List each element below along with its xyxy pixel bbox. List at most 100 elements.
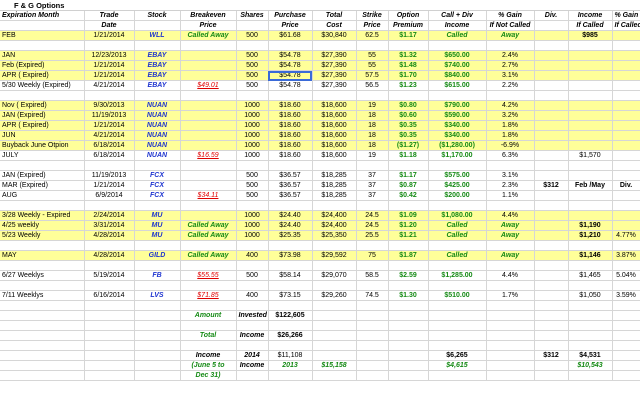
table-cell[interactable] (0, 320, 85, 331)
table-cell[interactable] (534, 340, 569, 351)
table-cell[interactable]: 37 (356, 190, 389, 201)
table-cell[interactable] (134, 300, 181, 311)
table-cell[interactable]: $510.00 (428, 290, 487, 301)
table-cell[interactable]: $1,465 (568, 270, 613, 281)
table-cell[interactable]: $54.78 (268, 70, 313, 81)
table-cell[interactable] (568, 40, 613, 51)
table-cell[interactable] (312, 280, 357, 291)
table-cell[interactable] (312, 350, 357, 361)
table-cell[interactable] (84, 200, 135, 211)
table-cell[interactable] (388, 340, 429, 351)
table-cell[interactable] (134, 240, 181, 251)
table-cell[interactable]: $18.60 (268, 150, 313, 161)
table-cell[interactable] (312, 240, 357, 251)
table-cell[interactable] (84, 280, 135, 291)
table-cell[interactable] (356, 260, 389, 271)
header-cell[interactable]: Strike (356, 11, 389, 21)
table-cell[interactable] (612, 350, 640, 361)
table-cell[interactable]: $26,266 (268, 330, 313, 341)
table-cell[interactable] (0, 160, 85, 171)
header-cell[interactable]: If Called (612, 20, 640, 31)
table-cell[interactable]: 5.04% (612, 270, 640, 281)
table-cell[interactable] (428, 310, 487, 321)
table-cell[interactable]: 2.2% (486, 80, 535, 91)
table-cell[interactable] (428, 330, 487, 341)
table-cell[interactable] (268, 200, 313, 211)
table-cell[interactable] (486, 200, 535, 211)
table-cell[interactable]: $27,390 (312, 60, 357, 71)
table-cell[interactable] (486, 370, 535, 381)
table-cell[interactable]: $575.00 (428, 170, 487, 181)
table-cell[interactable]: Invested (236, 310, 269, 321)
table-cell[interactable] (534, 310, 569, 321)
table-cell[interactable]: $1,050 (568, 290, 613, 301)
table-cell[interactable]: $73.15 (268, 290, 313, 301)
table-cell[interactable] (612, 170, 640, 181)
table-cell[interactable] (534, 70, 569, 81)
table-cell[interactable] (568, 90, 613, 101)
table-cell[interactable] (356, 90, 389, 101)
table-cell[interactable] (612, 210, 640, 221)
table-cell[interactable] (180, 40, 237, 51)
table-cell[interactable] (180, 180, 237, 191)
table-cell[interactable]: $18,600 (312, 110, 357, 121)
table-cell[interactable]: $16.59 (180, 150, 237, 161)
table-cell[interactable] (428, 370, 487, 381)
table-cell[interactable] (568, 110, 613, 121)
header-cell[interactable]: Div. (534, 11, 569, 21)
table-cell[interactable] (388, 40, 429, 51)
table-cell[interactable]: $18.60 (268, 110, 313, 121)
table-cell[interactable] (134, 320, 181, 331)
table-cell[interactable]: 3/31/2014 (84, 220, 135, 231)
table-cell[interactable] (568, 320, 613, 331)
table-cell[interactable]: Income (236, 360, 269, 371)
table-cell[interactable] (356, 310, 389, 321)
table-cell[interactable]: $1,190 (568, 220, 613, 231)
table-cell[interactable] (534, 280, 569, 291)
table-cell[interactable]: 4.4% (486, 270, 535, 281)
table-cell[interactable] (568, 60, 613, 71)
table-cell[interactable]: $24.40 (268, 210, 313, 221)
table-cell[interactable]: $30,840 (312, 30, 357, 41)
table-cell[interactable] (568, 160, 613, 171)
table-cell[interactable]: 3.1% (486, 70, 535, 81)
table-cell[interactable]: $985 (568, 30, 613, 41)
table-cell[interactable] (428, 340, 487, 351)
table-cell[interactable] (236, 370, 269, 381)
table-cell[interactable] (180, 200, 237, 211)
table-cell[interactable] (612, 160, 640, 171)
table-cell[interactable] (612, 360, 640, 371)
table-cell[interactable] (568, 240, 613, 251)
table-cell[interactable] (534, 370, 569, 381)
table-cell[interactable]: 6/27 Weeklys (0, 270, 85, 281)
table-cell[interactable]: 500 (236, 80, 269, 91)
header-cell[interactable]: Price (180, 20, 237, 31)
table-cell[interactable] (236, 240, 269, 251)
table-cell[interactable]: $25,350 (312, 230, 357, 241)
table-cell[interactable]: $27,390 (312, 70, 357, 81)
table-cell[interactable]: 3.87% (612, 250, 640, 261)
table-cell[interactable] (268, 90, 313, 101)
header-cell[interactable]: Price (268, 20, 313, 31)
table-cell[interactable] (428, 240, 487, 251)
table-cell[interactable] (180, 70, 237, 81)
header-cell[interactable]: % Gain (612, 11, 640, 21)
table-cell[interactable]: 1000 (236, 110, 269, 121)
table-cell[interactable]: $122,605 (268, 310, 313, 321)
table-cell[interactable]: JAN (0, 50, 85, 61)
table-cell[interactable]: $29,070 (312, 270, 357, 281)
table-cell[interactable]: $1.17 (388, 30, 429, 41)
table-cell[interactable]: 500 (236, 170, 269, 181)
table-cell[interactable] (534, 270, 569, 281)
table-cell[interactable] (312, 300, 357, 311)
table-cell[interactable]: $615.00 (428, 80, 487, 91)
table-cell[interactable]: $1.21 (388, 230, 429, 241)
table-cell[interactable]: 1/21/2014 (84, 70, 135, 81)
table-cell[interactable] (84, 330, 135, 341)
table-cell[interactable]: $24,400 (312, 210, 357, 221)
table-cell[interactable]: $18,600 (312, 120, 357, 131)
table-cell[interactable]: NUAN (134, 140, 181, 151)
table-cell[interactable]: $1.87 (388, 250, 429, 261)
table-cell[interactable]: 1.8% (486, 120, 535, 131)
table-cell[interactable] (134, 200, 181, 211)
